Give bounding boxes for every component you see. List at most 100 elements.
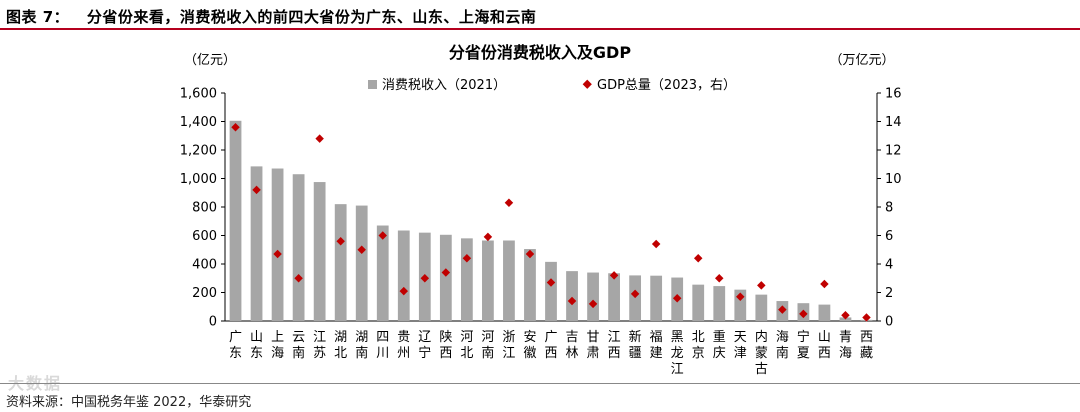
right-tick-label: 6 xyxy=(885,229,893,244)
category-label-广西: 广西 xyxy=(544,330,557,361)
bar-湖北 xyxy=(334,204,347,321)
right-tick-label: 10 xyxy=(885,172,902,187)
left-tick-label: 1,400 xyxy=(180,115,217,130)
gdp-marker-黑龙江 xyxy=(672,293,682,303)
bar-四川 xyxy=(376,225,389,321)
category-label-福建: 福建 xyxy=(650,330,663,361)
bar-河北 xyxy=(460,238,473,321)
right-axis-unit: （万亿元） xyxy=(829,53,894,68)
gdp-marker-重庆 xyxy=(715,274,724,283)
category-label-吉林: 吉林 xyxy=(566,330,579,361)
left-axis-unit: （亿元） xyxy=(184,53,236,68)
gdp-marker-山西 xyxy=(820,279,829,289)
bar-吉林 xyxy=(566,271,578,321)
gdp-marker-四川 xyxy=(378,231,387,240)
bar-云南 xyxy=(292,174,305,321)
gdp-marker-宁夏 xyxy=(799,309,808,319)
category-label-北京: 北京 xyxy=(692,330,705,361)
bar-chart: 分省份消费税收入及GDP （亿元） （万亿元） 消费税收入（2021） GDP总… xyxy=(180,43,902,377)
left-tick-label: 200 xyxy=(192,286,217,301)
category-label-宁夏: 宁夏 xyxy=(797,329,810,361)
category-label-上海: 上海 xyxy=(271,330,284,361)
gdp-marker-内蒙古 xyxy=(757,281,766,290)
gdp-marker-辽宁 xyxy=(420,274,430,283)
left-tick-label: 1,200 xyxy=(180,144,217,159)
gdp-marker-河南 xyxy=(483,232,493,242)
bar-内蒙古 xyxy=(755,294,768,321)
chart-title: 分省份消费税收入及GDP xyxy=(449,43,631,62)
gdp-marker-青海 xyxy=(841,311,850,320)
bar-贵州 xyxy=(397,230,410,321)
right-tick-label: 12 xyxy=(885,144,902,159)
left-tick-label: 800 xyxy=(192,201,217,216)
gdp-marker-江苏 xyxy=(315,134,324,143)
gdp-marker-贵州 xyxy=(399,286,409,296)
category-label-江苏: 江苏 xyxy=(313,330,326,361)
bar-新疆 xyxy=(629,275,642,321)
bar-天津 xyxy=(734,289,747,321)
category-label-内蒙古: 内蒙古 xyxy=(755,329,768,377)
bar-江西 xyxy=(608,273,620,321)
figure-label: 图表 7： xyxy=(6,8,70,26)
category-labels: 广东山东上海云南江苏湖北湖南四川贵州辽宁陕西河北河南浙江安徽广西吉林甘肃江西新疆… xyxy=(229,329,873,377)
bar-山东 xyxy=(250,166,263,321)
gdp-marker-河北 xyxy=(462,254,472,263)
gdp-marker-湖南 xyxy=(357,245,366,254)
category-label-河南: 河南 xyxy=(481,330,494,361)
source-note: 资料来源：中国税务年鉴 2022，华泰研究 xyxy=(6,395,252,410)
legend-bar-label: 消费税收入（2021） xyxy=(382,78,506,93)
category-label-重庆: 重庆 xyxy=(713,329,726,361)
bar-河南 xyxy=(482,240,494,321)
left-tick-label: 1,000 xyxy=(180,172,217,187)
category-label-江西: 江西 xyxy=(608,330,621,361)
bar-广东 xyxy=(229,120,242,321)
bar-上海 xyxy=(271,168,284,321)
header-rule xyxy=(0,28,1080,30)
left-tick-label: 400 xyxy=(192,258,217,273)
category-label-四川: 四川 xyxy=(376,330,389,361)
category-label-甘肃: 甘肃 xyxy=(587,330,600,361)
right-tick-label: 14 xyxy=(885,115,902,130)
left-tick-label: 1,600 xyxy=(180,87,217,102)
bar-湖南 xyxy=(355,205,368,321)
legend: 消费税收入（2021） GDP总量（2023，右） xyxy=(368,78,736,93)
gdp-marker-海南 xyxy=(778,305,787,314)
category-label-广东: 广东 xyxy=(229,330,242,361)
gdp-marker-天津 xyxy=(736,292,745,302)
category-label-山西: 山西 xyxy=(818,330,831,361)
gdp-marker-广东 xyxy=(231,122,240,132)
bar-安徽 xyxy=(524,249,536,321)
category-label-黑龙江: 黑龙江 xyxy=(671,330,684,377)
bar-重庆 xyxy=(713,286,726,321)
category-label-青海: 青海 xyxy=(839,330,852,361)
legend-marker-label: GDP总量（2023，右） xyxy=(597,78,736,93)
gdp-marker-上海 xyxy=(273,249,282,259)
category-label-浙江: 浙江 xyxy=(502,330,515,361)
gdp-marker-陕西 xyxy=(441,268,451,277)
category-label-山东: 山东 xyxy=(250,330,263,361)
bar-广西 xyxy=(545,261,557,321)
legend-marker-swatch xyxy=(582,79,592,89)
gdp-marker-湖北 xyxy=(336,236,345,246)
category-label-云南: 云南 xyxy=(292,330,305,361)
gdp-marker-浙江 xyxy=(504,198,514,207)
category-label-天津: 天津 xyxy=(734,330,747,361)
footer-rule xyxy=(0,383,1080,384)
right-tick-label: 8 xyxy=(885,201,893,216)
category-label-湖南: 湖南 xyxy=(355,330,368,361)
axes: 0 200 400 600 800 1,000 1,200 1,400 1,600 0 2 4 6 8 10… xyxy=(180,87,902,330)
bar-浙江 xyxy=(503,240,515,321)
category-label-新疆: 新疆 xyxy=(629,329,642,361)
gdp-marker-北京 xyxy=(693,254,703,263)
gdp-marker-吉林 xyxy=(567,296,577,306)
category-label-安徽: 安徽 xyxy=(523,330,536,361)
category-label-湖北: 湖北 xyxy=(334,330,347,361)
category-label-河北: 河北 xyxy=(460,330,473,361)
gdp-marker-新疆 xyxy=(630,289,640,299)
right-tick-label: 4 xyxy=(885,258,893,273)
bar-山西 xyxy=(818,304,831,321)
left-tick-label: 600 xyxy=(192,229,217,244)
gdp-marker-甘肃 xyxy=(588,299,598,309)
gdp-marker-广西 xyxy=(546,278,556,287)
right-tick-label: 2 xyxy=(885,286,893,301)
